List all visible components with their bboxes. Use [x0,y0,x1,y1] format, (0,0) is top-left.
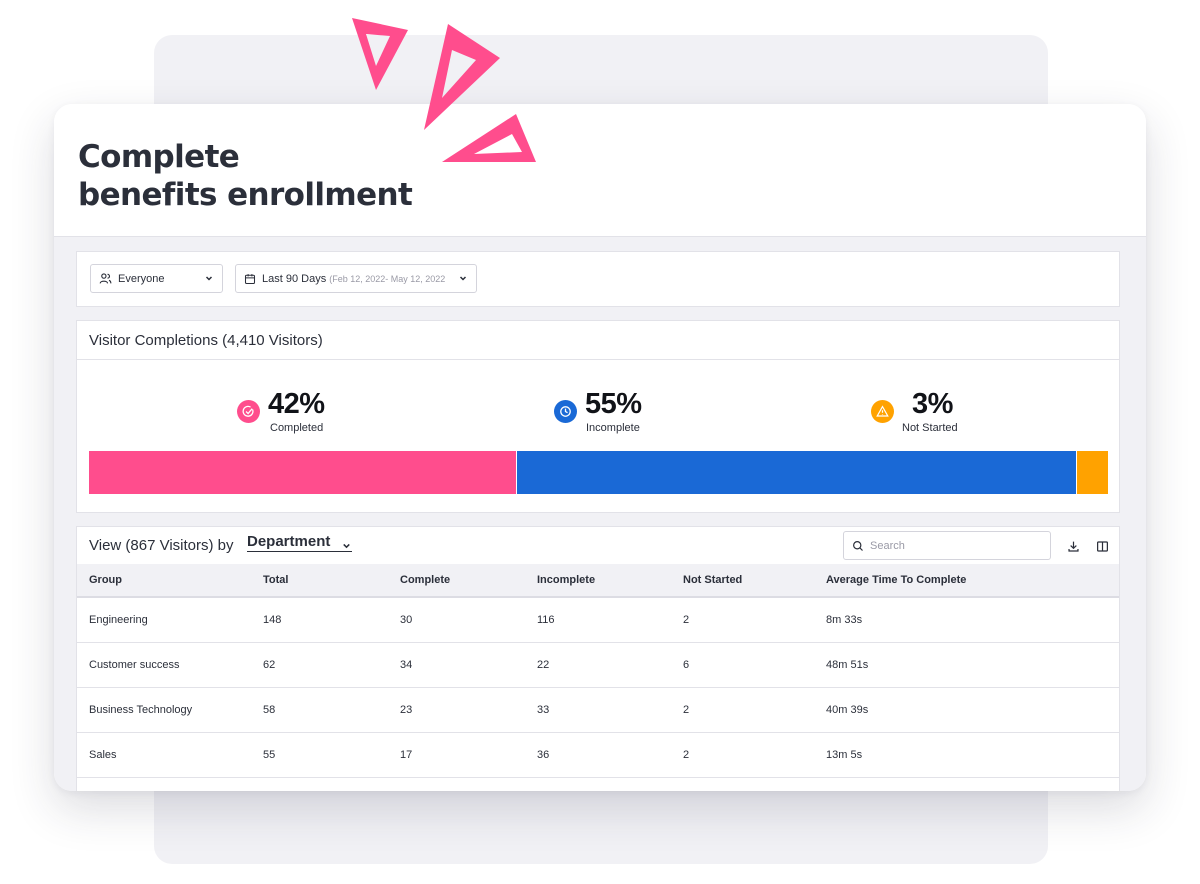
cell-total: 55 [251,732,388,778]
chevron-down-icon [459,276,467,281]
search-input[interactable] [870,539,1030,552]
table-row[interactable]: Engineering 148 30 116 2 8m 33s [77,597,1119,643]
cell-avg-time: 8m 33s [814,597,1119,643]
columns-icon [1096,540,1108,552]
calendar-icon [244,273,256,284]
search-box[interactable] [843,531,1051,560]
cell-avg-time: 40m 39s [814,687,1119,733]
cell-avg-time: 13m 5s [814,732,1119,778]
cell-group: Engineering [77,597,251,643]
table-row[interactable]: Sales 55 17 36 2 13m 5s [77,732,1119,778]
stat-percent: 55% [585,388,642,420]
cell-avg-time: 48m 51s [814,642,1119,688]
users-icon [99,273,112,284]
stat-incomplete: 55% Incomplete [554,388,714,437]
column-header[interactable]: Group [77,564,251,598]
cell-group: Sales [77,732,251,778]
cell-incomplete: 36 [525,732,671,778]
department-table: Group Total Complete Incomplete Not Star… [77,564,1119,778]
warning-icon [871,400,894,423]
enrollment-card: Complete benefits enrollment Everyone La… [54,104,1146,791]
decorative-arrows-icon [352,18,536,162]
cell-group: Business Technology [77,687,251,733]
cell-total: 58 [251,687,388,733]
page-title: Complete benefits enrollment [78,138,1146,214]
column-header[interactable]: Incomplete [525,564,671,598]
page-title-line2: benefits enrollment [78,177,413,213]
stat-label: Not Started [902,422,958,434]
table-row[interactable]: Business Technology 58 23 33 2 40m 39s [77,687,1119,733]
cell-complete: 34 [388,642,525,688]
date-range-dropdown[interactable]: Last 90 Days (Feb 12, 2022- May 12, 2022 [235,264,477,293]
column-header[interactable]: Total [251,564,388,598]
visitor-completions-panel: Visitor Completions (4,410 Visitors) 42%… [76,320,1120,513]
group-by-dropdown[interactable]: Department [247,533,353,552]
divider [77,359,1119,360]
stat-label: Completed [270,422,324,434]
bar-segment-completed [89,451,517,494]
chevron-down-icon [205,276,213,281]
cell-complete: 23 [388,687,525,733]
cell-complete: 17 [388,732,525,778]
department-table-panel: View (867 Visitors) by Department [76,526,1120,791]
card-header: Complete benefits enrollment [54,104,1146,237]
cell-total: 148 [251,597,388,643]
table-row[interactable]: Customer success 62 34 22 6 48m 51s [77,642,1119,688]
column-header[interactable]: Complete [388,564,525,598]
columns-button[interactable] [1094,538,1110,554]
cell-not-started: 6 [671,642,814,688]
download-icon [1067,541,1079,552]
completion-progress-bar [89,451,1108,494]
bar-segment-incomplete [516,451,1078,494]
cell-not-started: 2 [671,732,814,778]
clock-icon [554,400,577,423]
download-button[interactable] [1065,538,1081,554]
cell-group: Customer success [77,642,251,688]
table-header-row: Group Total Complete Incomplete Not Star… [77,564,1119,598]
date-range-value: Last 90 Days [262,272,327,285]
column-header[interactable]: Not Started [671,564,814,598]
cell-complete: 30 [388,597,525,643]
group-by-value: Department [247,533,331,550]
bar-segment-not-started [1077,451,1108,494]
stat-percent: 3% [912,388,953,420]
cell-total: 62 [251,642,388,688]
audience-dropdown[interactable]: Everyone [90,264,223,293]
cell-not-started: 2 [671,597,814,643]
audience-value: Everyone [118,272,165,285]
stat-percent: 42% [268,388,325,420]
check-circle-icon [237,400,260,423]
stat-completed: 42% Completed [237,388,397,437]
cell-not-started: 2 [671,687,814,733]
cell-incomplete: 22 [525,642,671,688]
completions-title: Visitor Completions (4,410 Visitors) [89,332,323,349]
search-icon [853,540,863,551]
cell-incomplete: 33 [525,687,671,733]
cell-incomplete: 116 [525,597,671,643]
page-title-line1: Complete [78,139,240,175]
stat-label: Incomplete [586,422,640,434]
stat-not-started: 3% Not Started [871,388,1031,437]
card-body: Everyone Last 90 Days (Feb 12, 2022- May… [54,237,1146,791]
filter-bar: Everyone Last 90 Days (Feb 12, 2022- May… [76,251,1120,307]
date-range-sub: (Feb 12, 2022- May 12, 2022 [329,273,446,284]
chevron-down-icon [343,543,351,549]
view-title: View (867 Visitors) by [89,537,234,554]
column-header[interactable]: Average Time To Complete [814,564,1119,598]
